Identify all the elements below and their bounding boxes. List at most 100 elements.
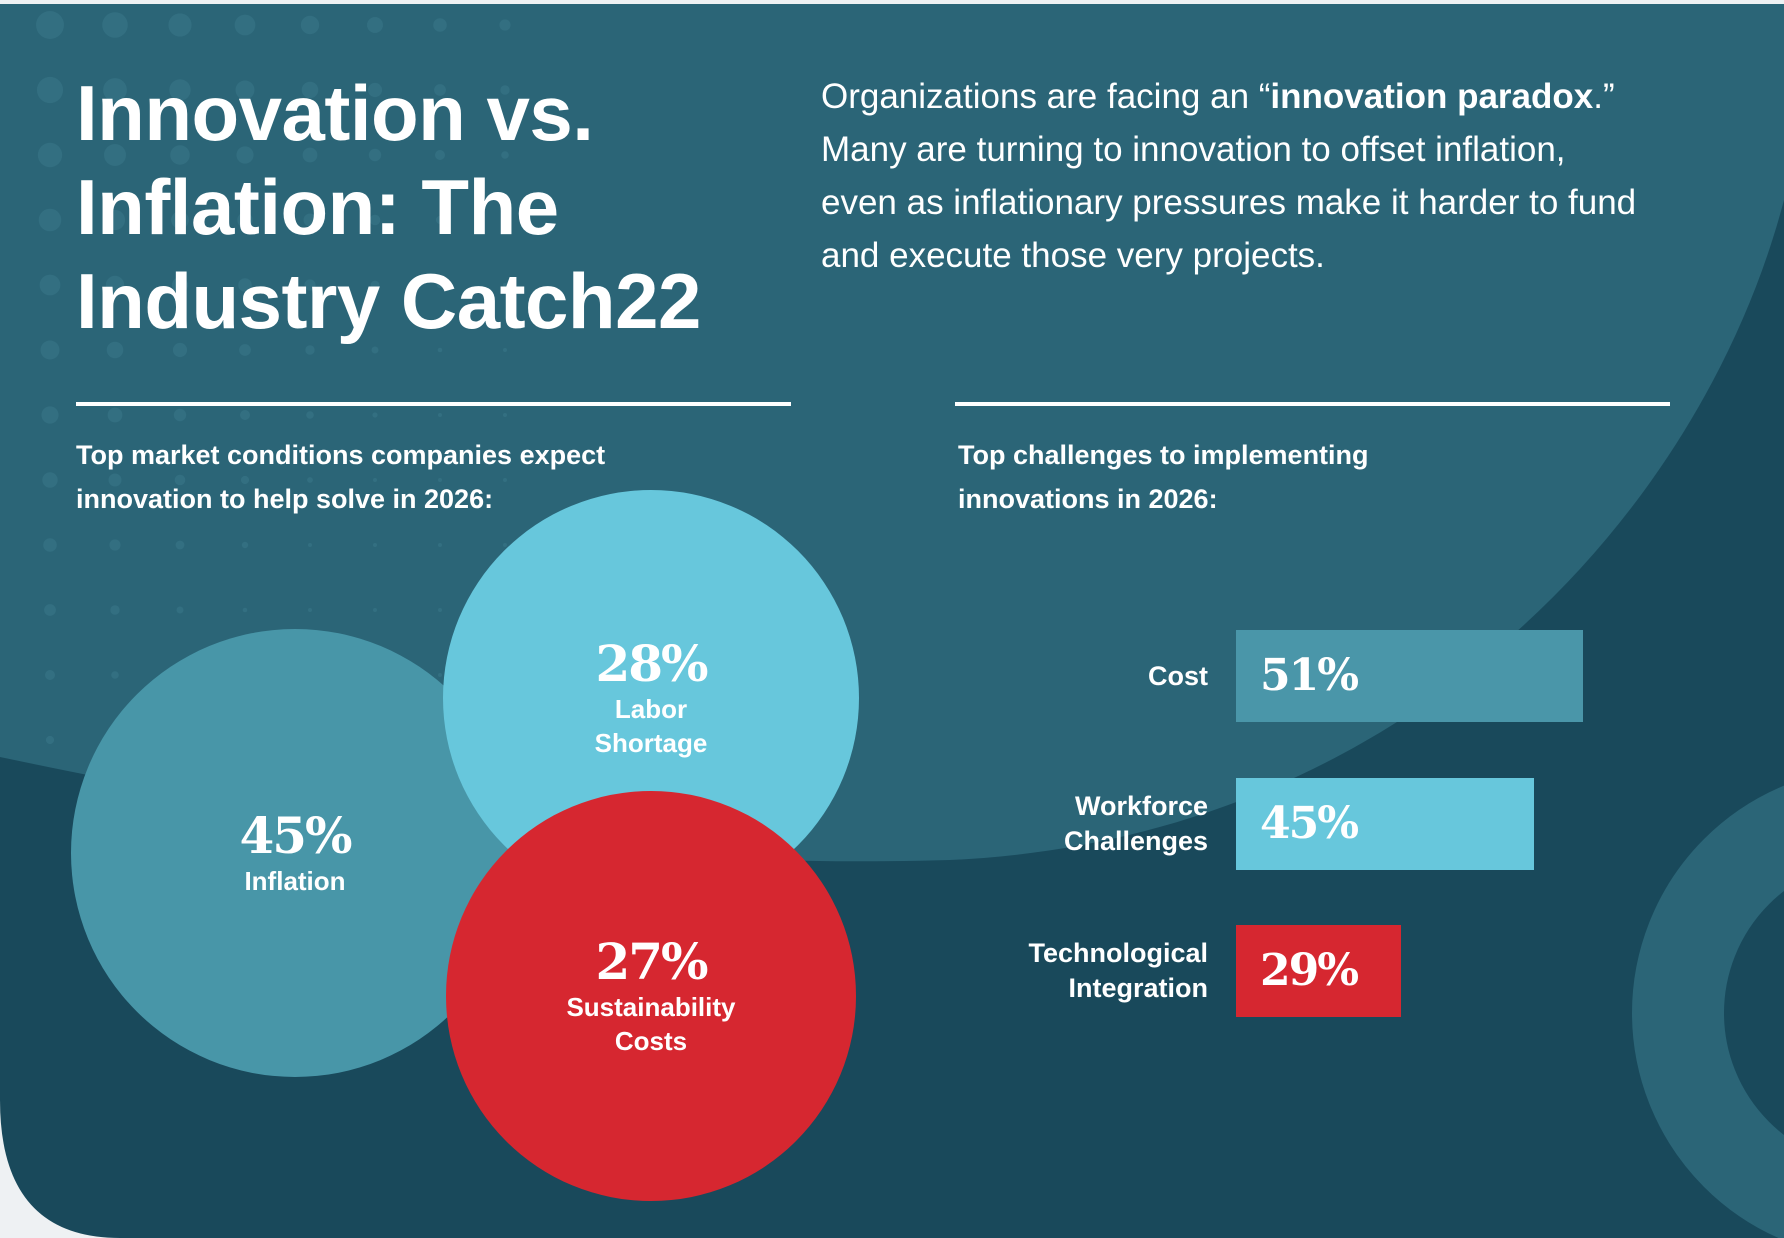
decorative-dot (235, 80, 255, 100)
decorative-dot (434, 84, 446, 96)
decorative-dot (437, 347, 443, 353)
divider-left (76, 402, 791, 406)
decorative-dot (241, 541, 249, 549)
decorative-dot (371, 346, 379, 354)
decorative-dot (37, 142, 63, 168)
decorative-dot (438, 413, 442, 417)
bar-label: Workforce Challenges (948, 778, 1208, 870)
intro-bold: innovation paradox (1270, 77, 1594, 116)
decorative-dot (106, 341, 124, 359)
decorative-dot (373, 478, 377, 482)
decorative-dot (103, 78, 127, 102)
bubble-label: Costs (614, 1025, 688, 1056)
decorative-dot (503, 478, 507, 482)
bubble-label: Shortage (594, 727, 708, 758)
bar-label-line: Challenges (1063, 826, 1208, 856)
bubble-value: 28% (595, 633, 708, 693)
decorative-dot (237, 212, 253, 228)
decorative-dot (370, 280, 380, 290)
decorative-dot (238, 278, 252, 292)
intro-paragraph: Organizations are facing an “innovation … (821, 70, 1641, 282)
decorative-dot (109, 539, 121, 551)
bubble-chart-title: Top market conditions companies expect i… (76, 440, 606, 514)
decorative-dot (169, 79, 191, 101)
decorative-dot (39, 274, 61, 296)
bar-label-line: Cost (1148, 660, 1208, 691)
bubble-label: Labor (614, 693, 688, 724)
decorative-dot (503, 543, 507, 547)
decorative-dot (38, 208, 62, 232)
decorative-dot (373, 608, 377, 612)
decorative-dot (168, 13, 192, 37)
decorative-dot (173, 408, 187, 422)
bubble-label: Inflation (244, 866, 346, 896)
decorative-dot (45, 735, 55, 745)
decorative-dot (240, 475, 250, 485)
decorative-dot (435, 215, 445, 225)
decorative-dot (503, 283, 507, 287)
decorative-dot (240, 410, 250, 420)
decorative-dot (367, 17, 383, 33)
decorative-dot (302, 147, 318, 163)
bar-technological-integration: 29% (1236, 925, 1401, 1017)
decorative-dot (300, 15, 320, 35)
decorative-dot (304, 279, 316, 291)
decorative-dot (308, 543, 312, 547)
decorative-dot (104, 144, 126, 166)
decorative-dot (501, 151, 509, 159)
bar-label: Cost (948, 630, 1208, 722)
decorative-dot (436, 281, 444, 289)
bar-label-line: Workforce (1074, 791, 1208, 821)
decorative-dot (369, 214, 381, 226)
divider-right (955, 402, 1670, 406)
decorative-dot (239, 344, 251, 356)
bubble-value: 45% (239, 806, 352, 865)
decorative-ring (1632, 767, 1784, 1238)
decorative-dot (433, 18, 447, 32)
intro-text: .” Many are turning to innovation to off… (821, 77, 1637, 275)
title-line: Inflation: The (76, 163, 559, 251)
bar-label-line: Technological (1028, 938, 1208, 968)
bubble-label: Sustainability (566, 991, 736, 1022)
decorative-dot (108, 473, 122, 487)
decorative-dot (105, 275, 125, 295)
decorative-dot (307, 477, 313, 483)
intro-text: Organizations are facing an “ (821, 77, 1271, 116)
bar-chart-title: Top challenges to implementing innovatio… (958, 440, 1369, 514)
decorative-dot (111, 671, 119, 679)
decorative-dot (435, 150, 445, 160)
decorative-dot (104, 209, 126, 231)
title-line: Industry Catch22 (76, 257, 701, 345)
decorative-dot (502, 217, 508, 223)
decorative-dot (438, 478, 442, 482)
decorative-dot (36, 76, 64, 104)
decorative-dot (503, 413, 507, 417)
decorative-dot (438, 543, 442, 547)
decorative-dot (41, 406, 59, 424)
decorative-dot (234, 14, 256, 36)
bar-workforce-challenges: 45% (1236, 778, 1534, 870)
bar-value: 29% (1260, 945, 1359, 996)
decorative-dot (500, 85, 510, 95)
decorative-dot (367, 82, 383, 98)
decorative-dot (172, 277, 188, 293)
bar-label-line: Integration (1068, 973, 1209, 1003)
decorative-dot (372, 412, 378, 418)
bar-cost: 51% (1236, 630, 1584, 722)
decorative-dot (42, 472, 58, 488)
decorative-dot (174, 474, 186, 486)
decorative-dot (308, 608, 312, 612)
bubble-value: 27% (595, 931, 708, 991)
decorative-dot (438, 673, 442, 677)
decorative-dot (305, 345, 315, 355)
decorative-dot (236, 146, 254, 164)
decorative-dot (102, 12, 128, 38)
decorative-dot (438, 608, 442, 612)
bar-label: Technological Integration (948, 925, 1208, 1017)
decorative-dot (175, 540, 185, 550)
bar-value: 45% (1260, 798, 1359, 849)
decorative-dot (170, 145, 190, 165)
decorative-dot (242, 607, 248, 613)
decorative-dot (110, 605, 120, 615)
decorative-dot (107, 407, 123, 423)
